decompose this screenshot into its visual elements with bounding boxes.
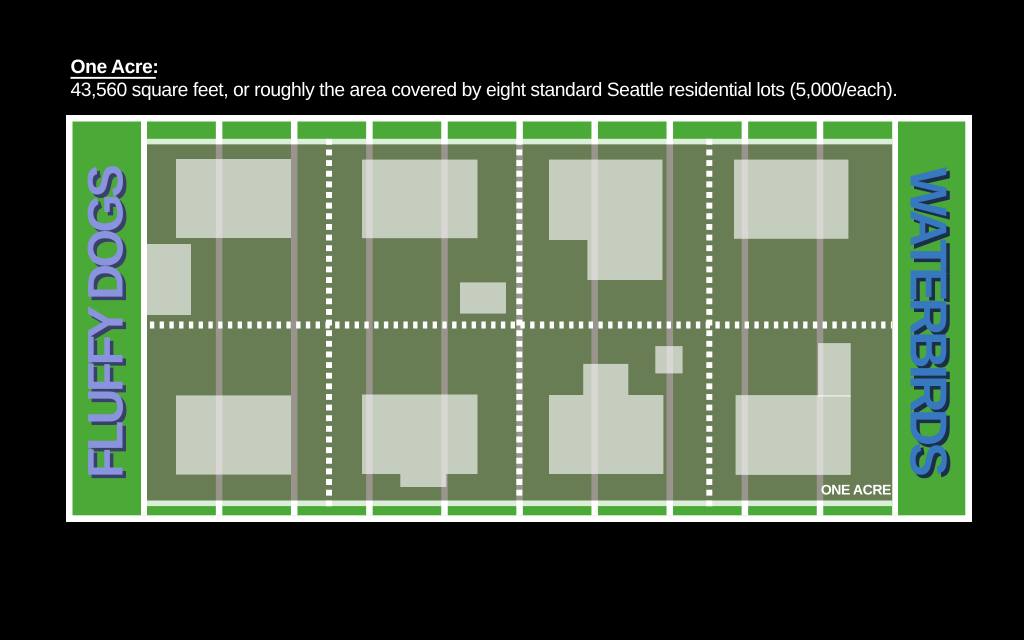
svg-text:One Acre:: One Acre:: [71, 57, 159, 78]
svg-text:43,560 square feet, or roughly: 43,560 square feet, or roughly the area …: [71, 80, 898, 101]
svg-text:FLUFFY DOGS: FLUFFY DOGS: [77, 166, 133, 479]
svg-text:WATERBIRDS: WATERBIRDS: [902, 171, 960, 479]
svg-text:FLUFFY DOGS: FLUFFY DOGS: [81, 169, 137, 482]
svg-text:WATERBIRDS: WATERBIRDS: [899, 167, 957, 475]
svg-text:ONE ACRE: ONE ACRE: [821, 482, 891, 498]
